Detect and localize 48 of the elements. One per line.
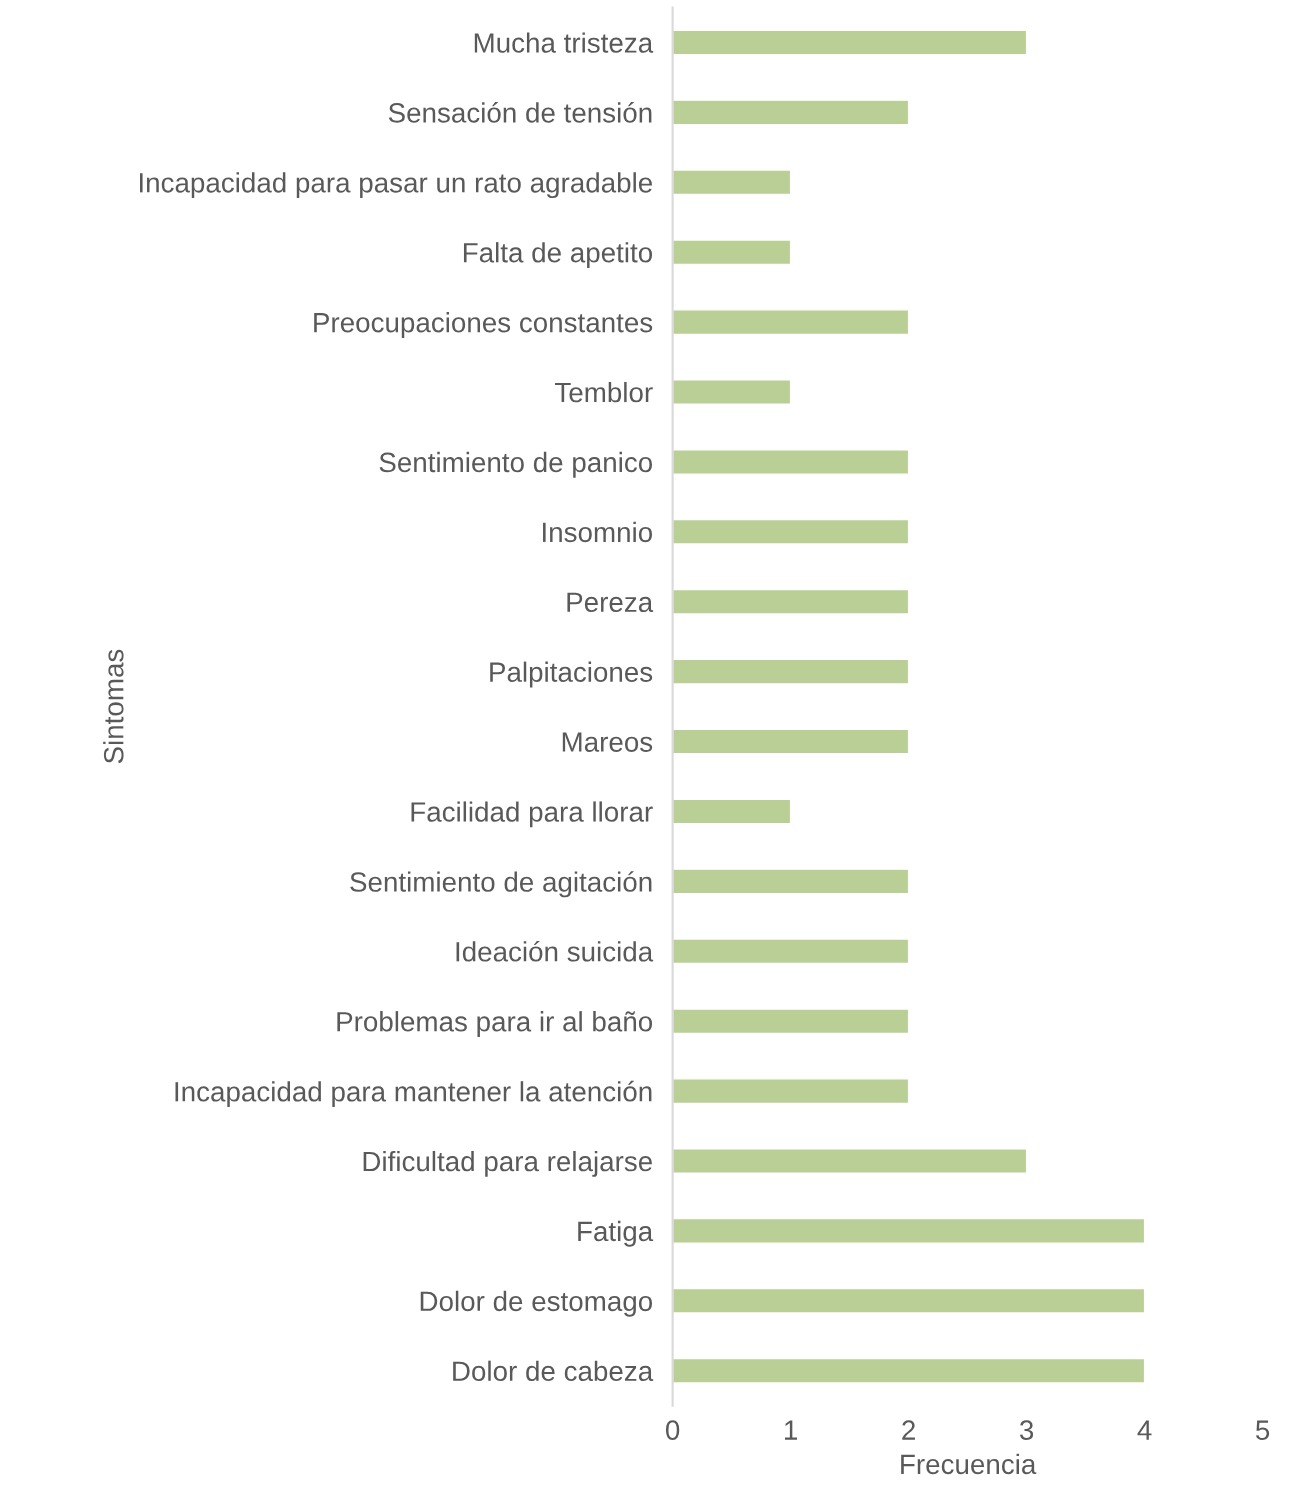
y-tick-label: Sentimiento de panico: [379, 451, 653, 478]
bar: [672, 518, 910, 545]
y-tick-label: Sentimiento de agitación: [350, 871, 652, 898]
y-tick-label: Pereza: [567, 592, 654, 613]
bar: [672, 29, 1028, 56]
bar: [672, 868, 910, 895]
x-tick-label: 2: [902, 1420, 915, 1440]
x-tick-label: 5: [1255, 1420, 1270, 1440]
bar: [672, 938, 910, 965]
y-tick-label: Dolor de cabeza: [453, 1360, 654, 1382]
y-tick-label: Incapacidad para mantener la atención: [175, 1080, 652, 1108]
bar: [672, 309, 910, 336]
y-tick-label: Problemas para ir al baño: [337, 1011, 653, 1038]
x-tick-label: 0: [665, 1420, 680, 1440]
y-tick-label: Preocupaciones constantes: [314, 312, 653, 338]
x-tick-label: 4: [1137, 1420, 1152, 1440]
y-tick-label: Sensación de tensión: [388, 102, 652, 123]
bar: [672, 1217, 1146, 1244]
y-tick-label: Mucha tristeza: [474, 32, 654, 53]
bar: [672, 1357, 1146, 1384]
bar: [672, 379, 792, 405]
bar: [672, 1148, 1028, 1174]
y-tick-label: Incapacidad para pasar un rato agradable: [139, 172, 652, 199]
x-tick-label: 1: [785, 1420, 797, 1440]
y-tick-label: Palpitaciones: [490, 661, 653, 688]
y-axis-title: Sintomas: [103, 649, 124, 764]
y-tick-label: Facilidad para llorar: [411, 801, 653, 828]
bar: [672, 728, 910, 755]
y-tick-label: Falta de apetito: [463, 242, 653, 269]
y-tick-label: Mareos: [562, 732, 653, 752]
bar: [672, 99, 910, 126]
bar: [672, 1078, 910, 1105]
y-tick-label: Fatiga: [578, 1220, 654, 1247]
bar: [672, 448, 910, 475]
bar: [672, 1008, 910, 1035]
bar: [672, 169, 792, 196]
y-tick-label: Insomnio: [543, 521, 653, 543]
x-axis-title: Frecuencia: [901, 1453, 1037, 1475]
y-tick-label: Ideación suicida: [456, 940, 654, 962]
y-tick-label: Dificultad para relajarse: [363, 1150, 652, 1177]
bar: [672, 1287, 1146, 1314]
bar: [672, 658, 910, 685]
y-tick-label: Dolor de estomago: [420, 1290, 653, 1317]
bar: [672, 798, 792, 825]
bar: [672, 239, 792, 266]
y-tick-label: Temblor: [555, 381, 653, 403]
bar: [672, 588, 910, 615]
x-tick-label: 3: [1019, 1420, 1034, 1440]
